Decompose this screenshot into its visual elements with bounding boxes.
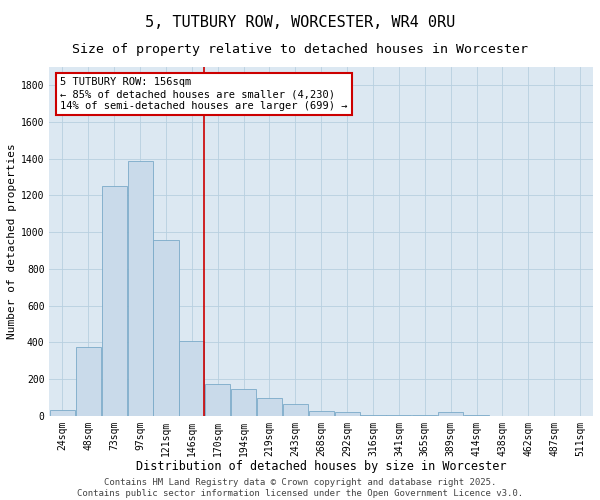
Bar bbox=[205, 384, 230, 416]
Bar bbox=[179, 340, 205, 416]
Bar bbox=[257, 398, 282, 416]
Text: 5 TUTBURY ROW: 156sqm
← 85% of detached houses are smaller (4,230)
14% of semi-d: 5 TUTBURY ROW: 156sqm ← 85% of detached … bbox=[61, 78, 348, 110]
Text: Contains HM Land Registry data © Crown copyright and database right 2025.
Contai: Contains HM Land Registry data © Crown c… bbox=[77, 478, 523, 498]
Bar bbox=[283, 404, 308, 416]
Bar bbox=[154, 240, 179, 416]
Bar bbox=[309, 410, 334, 416]
Y-axis label: Number of detached properties: Number of detached properties bbox=[7, 144, 17, 339]
Text: 5, TUTBURY ROW, WORCESTER, WR4 0RU: 5, TUTBURY ROW, WORCESTER, WR4 0RU bbox=[145, 15, 455, 30]
Bar bbox=[335, 412, 360, 416]
Bar bbox=[76, 347, 101, 416]
Bar bbox=[128, 160, 152, 416]
Bar bbox=[231, 389, 256, 416]
Bar bbox=[101, 186, 127, 416]
Bar bbox=[386, 415, 412, 416]
X-axis label: Distribution of detached houses by size in Worcester: Distribution of detached houses by size … bbox=[136, 460, 506, 473]
Bar bbox=[50, 410, 75, 416]
Bar bbox=[438, 412, 463, 416]
Bar bbox=[361, 415, 386, 416]
Text: Size of property relative to detached houses in Worcester: Size of property relative to detached ho… bbox=[72, 42, 528, 56]
